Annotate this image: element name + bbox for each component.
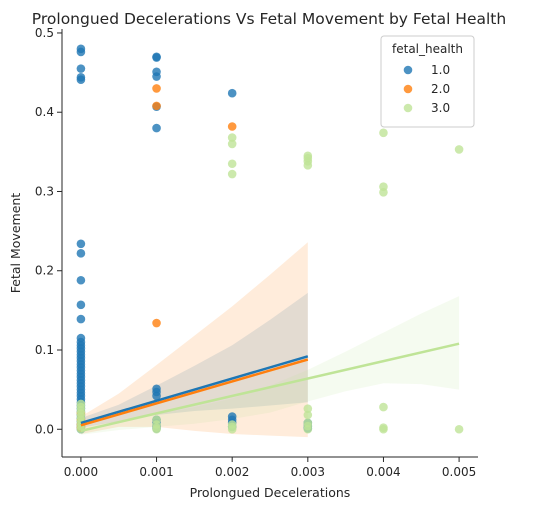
y-tick-label: 0.5 xyxy=(35,26,54,40)
regression-line-1.0 xyxy=(80,355,309,425)
data-point-3.0 xyxy=(303,161,313,170)
legend-marker-3.0 xyxy=(403,103,413,113)
y-tick-label: 0.0 xyxy=(35,422,54,436)
data-point-3.0 xyxy=(227,169,237,179)
data-point-3.0 xyxy=(152,424,161,434)
data-point-3.0 xyxy=(303,424,313,434)
data-point-1.0 xyxy=(76,75,86,85)
x-tick-label: 0.004 xyxy=(366,465,400,479)
legend-box xyxy=(380,35,475,128)
x-tick-label: 0.001 xyxy=(139,465,173,479)
data-point-2.0 xyxy=(152,318,161,328)
data-point-1.0 xyxy=(152,123,161,133)
data-point-1.0 xyxy=(152,53,161,62)
data-point-1.0 xyxy=(76,64,86,73)
legend-label: 2.0 xyxy=(431,82,450,96)
y-tick-label: 0.1 xyxy=(35,343,54,357)
data-point-3.0 xyxy=(454,424,464,434)
legend-entries: 1.0 2.0 3.0 xyxy=(403,63,450,115)
data-point-1.0 xyxy=(152,391,161,401)
y-tick-label: 0.4 xyxy=(35,105,54,119)
data-point-2.0 xyxy=(227,122,237,131)
data-point-1.0 xyxy=(76,47,86,57)
data-point-3.0 xyxy=(303,404,313,413)
legend-title: fetal_health xyxy=(392,42,463,56)
data-point-2.0 xyxy=(152,84,161,93)
data-point-1.0 xyxy=(76,239,86,249)
x-tick-label: 0.003 xyxy=(291,465,325,479)
data-point-1.0 xyxy=(152,72,161,81)
data-point-3.0 xyxy=(227,159,237,169)
y-axis-ticks: 0.0 0.1 0.2 0.3 0.4 0.5 xyxy=(35,26,62,436)
legend-marker-1.0 xyxy=(403,65,413,75)
data-point-1.0 xyxy=(76,249,86,258)
regression-line-3.0 xyxy=(80,342,460,433)
data-point-3.0 xyxy=(454,145,464,154)
data-point-1.0 xyxy=(227,88,237,98)
data-point-3.0 xyxy=(227,424,237,434)
y-axis-label: Fetal Movement xyxy=(8,193,23,294)
x-tick-label: 0.005 xyxy=(442,465,476,479)
legend-marker-2.0 xyxy=(403,84,413,94)
y-tick-label: 0.2 xyxy=(35,264,54,278)
data-point-3.0 xyxy=(379,402,388,412)
x-axis-ticks: 0.000 0.001 0.002 0.003 0.004 0.005 xyxy=(64,457,476,479)
regression-line-2.0 xyxy=(80,358,309,427)
x-axis-label: Prolongued Decelerations xyxy=(190,485,351,500)
data-point-3.0 xyxy=(303,410,313,420)
x-tick-label: 0.002 xyxy=(215,465,249,479)
data-point-3.0 xyxy=(379,187,388,197)
data-point-3.0 xyxy=(379,128,388,138)
data-points xyxy=(76,44,464,434)
confidence-band-1.0 xyxy=(80,292,308,428)
data-point-1.0 xyxy=(76,300,86,310)
data-point-1.0 xyxy=(76,275,86,285)
legend-label: 3.0 xyxy=(431,101,450,115)
y-tick-label: 0.3 xyxy=(35,184,54,198)
x-tick-label: 0.000 xyxy=(64,465,98,479)
legend: fetal_health 1.0 2.0 3.0 xyxy=(380,35,475,128)
data-point-2.0 xyxy=(152,101,161,111)
data-point-3.0 xyxy=(227,133,237,142)
data-point-3.0 xyxy=(227,139,237,149)
data-point-1.0 xyxy=(76,314,86,324)
confidence-band-2.0 xyxy=(80,242,308,438)
data-point-3.0 xyxy=(379,424,388,434)
chart-title: Prolongued Decelerations Vs Fetal Moveme… xyxy=(32,10,506,28)
regression-lines xyxy=(80,342,460,433)
legend-label: 1.0 xyxy=(431,63,450,77)
